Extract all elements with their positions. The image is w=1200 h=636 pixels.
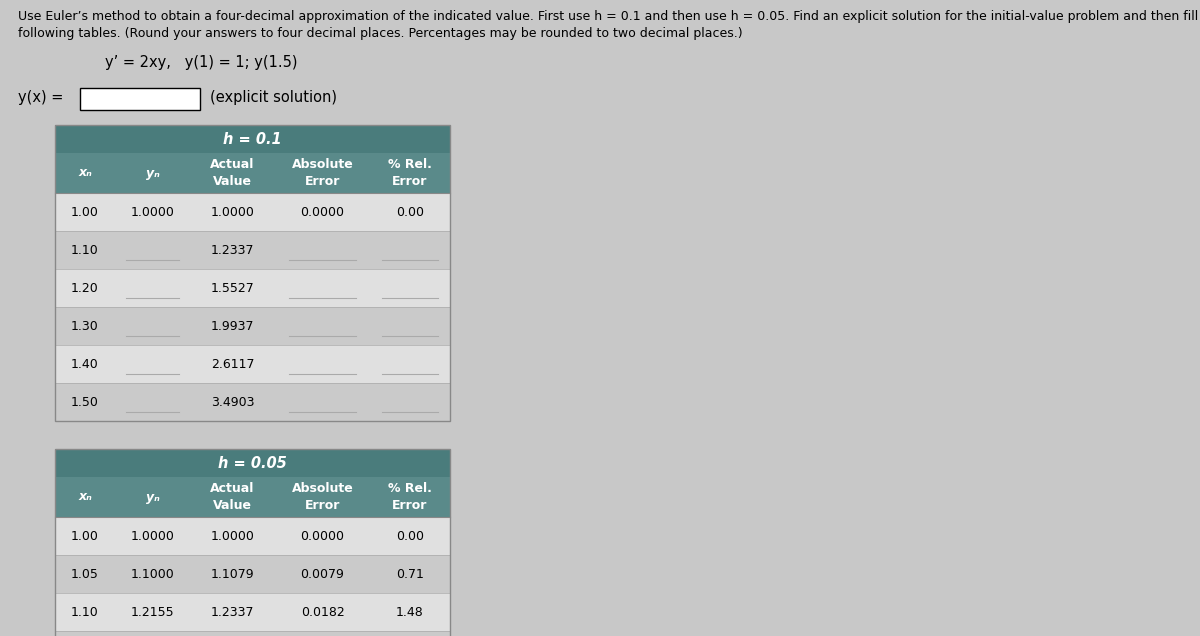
- Bar: [55, 555, 450, 593]
- Text: 1.1079: 1.1079: [211, 567, 254, 581]
- Text: yₙ: yₙ: [145, 490, 160, 504]
- Text: 1.1000: 1.1000: [131, 567, 174, 581]
- Text: % Rel.: % Rel.: [388, 483, 432, 495]
- Text: Value: Value: [214, 499, 252, 513]
- Bar: [55, 125, 450, 421]
- Text: Error: Error: [305, 176, 340, 188]
- Bar: [55, 269, 450, 307]
- Text: Absolute: Absolute: [292, 483, 353, 495]
- Text: 1.48: 1.48: [396, 605, 424, 618]
- Bar: [55, 307, 450, 345]
- Text: 1.9937: 1.9937: [211, 319, 254, 333]
- Bar: [55, 593, 450, 631]
- Bar: [55, 477, 450, 517]
- Bar: [55, 345, 450, 383]
- Bar: [55, 449, 450, 477]
- Text: 1.05: 1.05: [71, 567, 98, 581]
- Bar: [80, 88, 200, 110]
- Bar: [55, 383, 450, 421]
- Bar: [55, 231, 450, 269]
- Text: % Rel.: % Rel.: [388, 158, 432, 172]
- Text: Error: Error: [392, 176, 427, 188]
- Text: 1.0000: 1.0000: [131, 205, 174, 219]
- Text: h = 0.05: h = 0.05: [218, 455, 287, 471]
- Text: 1.0000: 1.0000: [210, 530, 254, 543]
- Text: 1.5527: 1.5527: [211, 282, 254, 294]
- Text: Error: Error: [392, 499, 427, 513]
- Text: 1.00: 1.00: [71, 205, 98, 219]
- Text: h = 0.1: h = 0.1: [223, 132, 282, 146]
- Text: xₙ: xₙ: [78, 167, 92, 179]
- Text: Absolute: Absolute: [292, 158, 353, 172]
- Text: 1.30: 1.30: [71, 319, 98, 333]
- Text: (explicit solution): (explicit solution): [210, 90, 337, 105]
- Text: 3.4903: 3.4903: [211, 396, 254, 408]
- Text: following tables. (Round your answers to four decimal places. Percentages may be: following tables. (Round your answers to…: [18, 27, 743, 40]
- Text: xₙ: xₙ: [78, 490, 92, 504]
- Text: 1.2337: 1.2337: [211, 244, 254, 256]
- Bar: [55, 125, 450, 153]
- Text: 1.0000: 1.0000: [131, 530, 174, 543]
- Bar: [55, 449, 450, 636]
- Bar: [55, 193, 450, 231]
- Text: 1.50: 1.50: [71, 396, 98, 408]
- Text: 1.10: 1.10: [71, 244, 98, 256]
- Text: 0.71: 0.71: [396, 567, 424, 581]
- Text: 0.0000: 0.0000: [300, 530, 344, 543]
- Text: Error: Error: [305, 499, 340, 513]
- Text: 0.00: 0.00: [396, 530, 424, 543]
- Text: Actual: Actual: [210, 483, 254, 495]
- Text: 0.0079: 0.0079: [300, 567, 344, 581]
- Text: 1.0000: 1.0000: [210, 205, 254, 219]
- Text: 1.00: 1.00: [71, 530, 98, 543]
- Text: 2.6117: 2.6117: [211, 357, 254, 371]
- Text: y(x) =: y(x) =: [18, 90, 64, 105]
- Text: 1.40: 1.40: [71, 357, 98, 371]
- Bar: [55, 153, 450, 193]
- Text: Value: Value: [214, 176, 252, 188]
- Bar: [55, 517, 450, 555]
- Text: Actual: Actual: [210, 158, 254, 172]
- Text: Use Euler’s method to obtain a four-decimal approximation of the indicated value: Use Euler’s method to obtain a four-deci…: [18, 10, 1200, 23]
- Text: yₙ: yₙ: [145, 167, 160, 179]
- Text: 0.00: 0.00: [396, 205, 424, 219]
- Text: 0.0000: 0.0000: [300, 205, 344, 219]
- Text: 1.20: 1.20: [71, 282, 98, 294]
- Bar: [55, 631, 450, 636]
- Text: 1.10: 1.10: [71, 605, 98, 618]
- Text: 0.0182: 0.0182: [301, 605, 344, 618]
- Text: 1.2337: 1.2337: [211, 605, 254, 618]
- Text: 1.2155: 1.2155: [131, 605, 174, 618]
- Text: y’ = 2xy,   y(1) = 1; y(1.5): y’ = 2xy, y(1) = 1; y(1.5): [106, 55, 298, 70]
